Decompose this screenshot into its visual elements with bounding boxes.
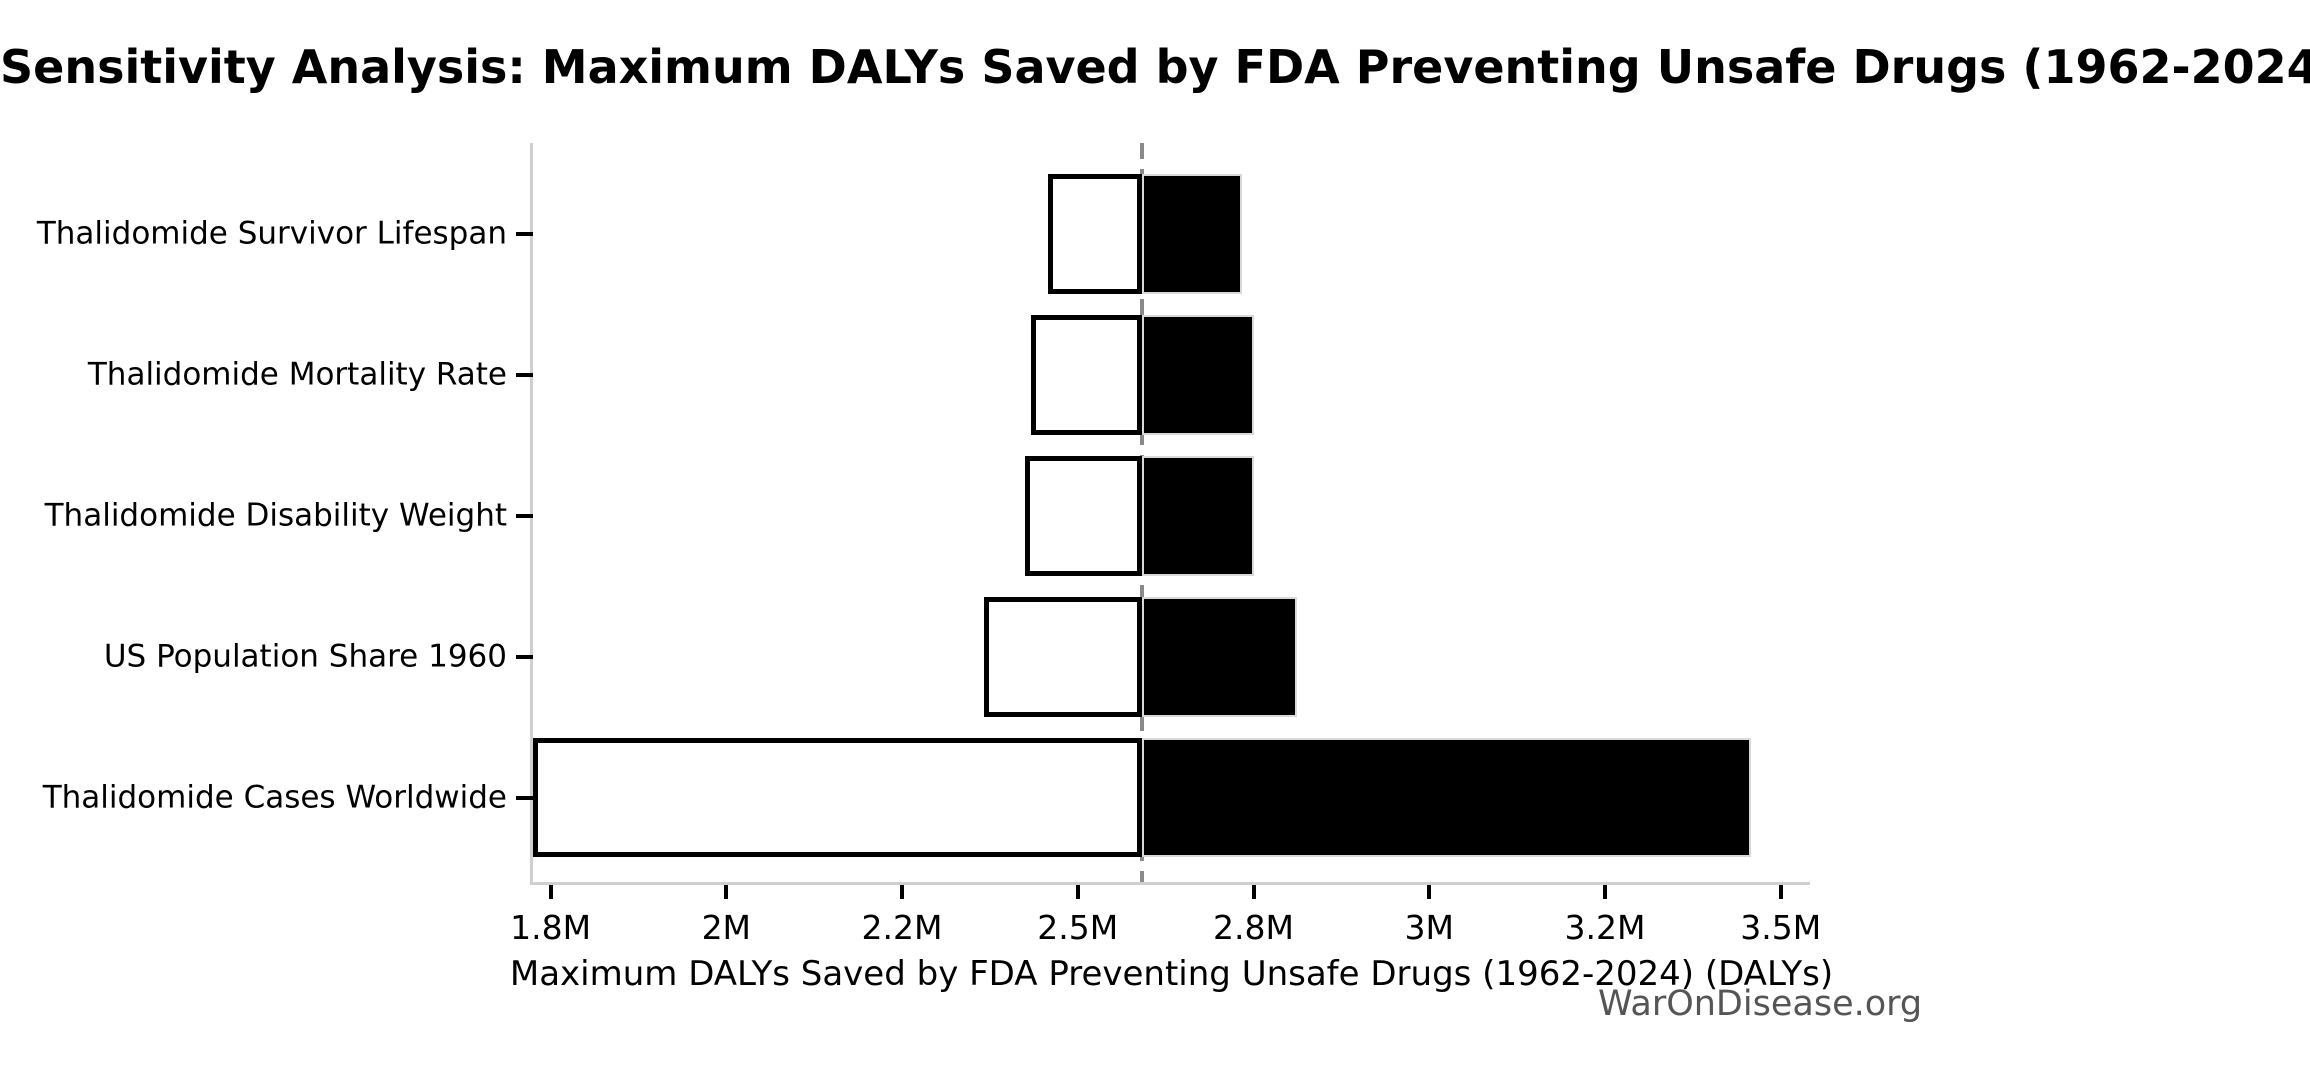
x-tick-mark [1251,885,1256,899]
y-tick-mark [516,513,533,518]
y-tick-mark [516,654,533,659]
x-tick-label: 2M [701,908,752,947]
x-tick-mark [900,885,905,899]
y-tick-mark [516,795,533,800]
x-axis-title: Maximum DALYs Saved by FDA Preventing Un… [509,954,1834,994]
y-tick-mark [516,231,533,236]
x-tick-mark [1427,885,1432,899]
bar-high-segment [1142,174,1242,294]
y-axis-label: Thalidomide Disability Weight [44,497,507,534]
x-tick-label: 1.8M [510,908,592,947]
bar-high-segment [1142,455,1254,576]
y-axis-label: Thalidomide Mortality Rate [87,356,507,393]
bar-low-segment [533,737,1143,858]
x-tick-label: 2.8M [1213,908,1294,947]
bar-low-segment [1030,314,1143,435]
watermark-text: WarOnDisease.org [1598,984,1923,1024]
x-tick-mark [1602,885,1607,899]
x-tick-label: 3.2M [1564,908,1646,947]
x-tick-label: 2.2M [861,908,943,947]
x-tick-mark [1075,885,1080,899]
bar-low-segment [1025,455,1143,576]
x-tick-mark [1778,885,1783,899]
x-tick-label: 3M [1404,908,1454,947]
plot-area: Thalidomide Survivor Lifespan Thalidomide… [37,143,1833,994]
bar-low-segment [984,596,1143,717]
chart-title: Sensitivity Analysis: Maximum DALYs Save… [0,40,2310,94]
y-tick-mark [516,372,533,377]
bar-high-segment [1142,314,1254,435]
y-axis-label: Thalidomide Cases Worldwide [42,779,507,815]
x-tick-mark [724,885,729,899]
x-tick-label: 2.5M [1037,908,1119,947]
bar-high-segment [1142,596,1298,717]
y-axis-label: Thalidomide Survivor Lifespan [36,215,507,252]
x-tick-label: 3.5M [1740,908,1822,947]
x-tick-mark [548,885,553,899]
bar-low-segment [1048,174,1143,294]
y-axis-label: US Population Share 1960 [103,638,507,675]
bar-high-segment [1142,737,1752,858]
